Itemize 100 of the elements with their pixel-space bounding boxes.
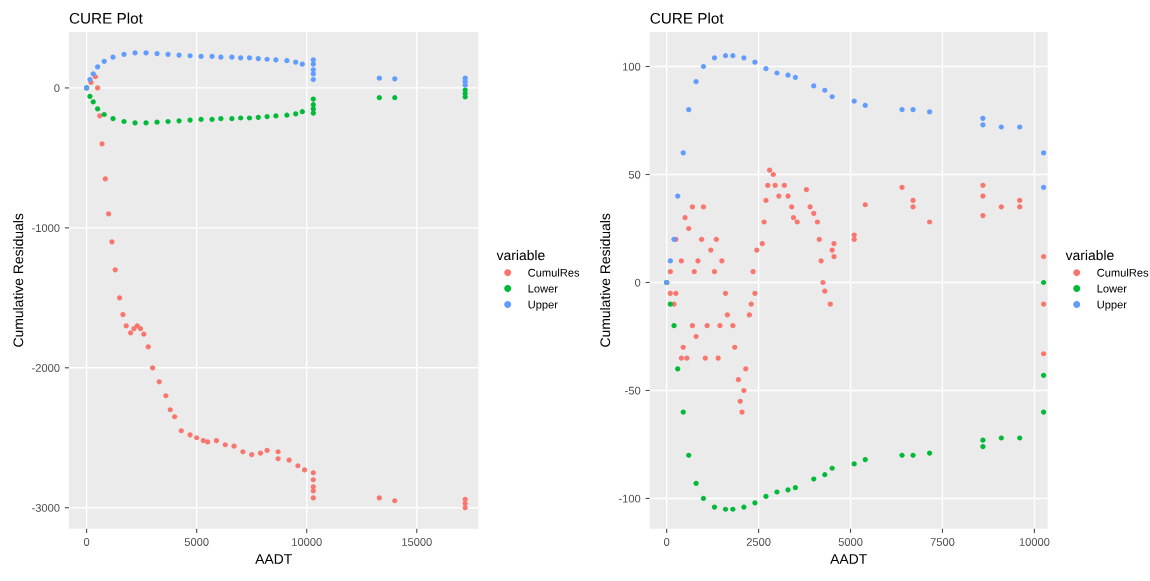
point <box>200 437 206 444</box>
point <box>273 57 279 63</box>
point <box>194 435 200 441</box>
legend-label: CumulRes <box>528 268 580 277</box>
point <box>376 495 382 501</box>
point <box>264 56 270 62</box>
point <box>275 449 281 455</box>
point <box>187 53 193 59</box>
point <box>165 51 171 57</box>
point <box>109 239 115 245</box>
chart-title: CURE Plot <box>69 12 143 24</box>
point <box>1041 409 1047 415</box>
point <box>1017 124 1023 130</box>
point <box>286 457 292 463</box>
point <box>229 54 235 60</box>
point <box>1041 372 1047 378</box>
point <box>700 495 707 502</box>
point <box>209 53 215 60</box>
point <box>686 452 692 458</box>
point <box>295 463 301 469</box>
point <box>222 442 228 448</box>
y-tick-label: 50 <box>628 170 641 179</box>
point <box>187 432 193 438</box>
point <box>741 504 747 510</box>
point <box>980 115 986 121</box>
point <box>154 51 160 57</box>
point <box>310 477 316 483</box>
point <box>95 106 101 112</box>
point <box>95 85 101 91</box>
point <box>229 116 235 122</box>
point <box>167 407 173 413</box>
point <box>752 500 758 506</box>
point <box>310 61 316 67</box>
chart-title: CURE Plot <box>650 12 724 24</box>
point <box>310 495 316 501</box>
point <box>927 109 933 115</box>
point <box>110 54 116 60</box>
x-tick-label: 0 <box>83 538 90 546</box>
point <box>376 75 382 81</box>
point <box>998 124 1004 130</box>
point <box>101 58 107 64</box>
y-axis-title: Cumulative Residuals <box>599 213 611 347</box>
x-tick-label: 5000 <box>838 538 863 546</box>
point <box>87 93 93 99</box>
point <box>730 53 736 59</box>
point <box>176 118 182 124</box>
legend-label: Lower <box>528 284 558 293</box>
point <box>213 437 220 444</box>
point <box>1041 184 1047 191</box>
point <box>117 295 123 301</box>
point <box>99 141 105 147</box>
point <box>299 109 305 115</box>
point <box>752 59 758 65</box>
point <box>675 193 681 199</box>
point <box>90 99 96 105</box>
point <box>998 435 1004 441</box>
point <box>811 476 817 482</box>
point <box>141 331 147 337</box>
point <box>132 120 138 126</box>
point <box>910 107 916 113</box>
point <box>299 61 305 67</box>
point <box>310 71 316 77</box>
x-axis-title: AADT <box>830 554 867 564</box>
point <box>198 53 204 60</box>
point <box>121 118 127 125</box>
x-tick-label: 5000 <box>184 538 209 546</box>
point <box>246 55 253 61</box>
point <box>792 485 798 491</box>
point <box>264 114 270 120</box>
point <box>150 365 156 371</box>
point <box>249 451 255 458</box>
point <box>240 449 246 455</box>
point <box>910 452 916 458</box>
point <box>680 150 686 156</box>
point <box>462 94 468 100</box>
point <box>899 107 905 113</box>
point <box>238 55 244 61</box>
point <box>231 443 237 449</box>
point <box>686 107 692 113</box>
point <box>95 64 101 70</box>
x-axis-title: AADT <box>255 554 292 564</box>
point <box>163 393 169 399</box>
point <box>1041 279 1047 286</box>
point <box>792 74 798 80</box>
point <box>763 66 769 72</box>
point <box>1041 150 1047 156</box>
point <box>722 506 729 512</box>
point <box>284 58 290 64</box>
x-tick-label: 15000 <box>402 538 432 546</box>
y-tick-label: -50 <box>625 386 641 395</box>
point <box>257 450 264 456</box>
point <box>128 330 134 336</box>
point <box>310 470 316 476</box>
y-tick-label: -1000 <box>32 224 60 232</box>
legend-label: Upper <box>528 300 558 311</box>
point <box>310 57 316 63</box>
x-tick-label: 10000 <box>1019 538 1050 546</box>
legend-title: variable <box>1065 249 1114 261</box>
point <box>273 113 279 119</box>
y-tick-label: 0 <box>54 84 60 93</box>
